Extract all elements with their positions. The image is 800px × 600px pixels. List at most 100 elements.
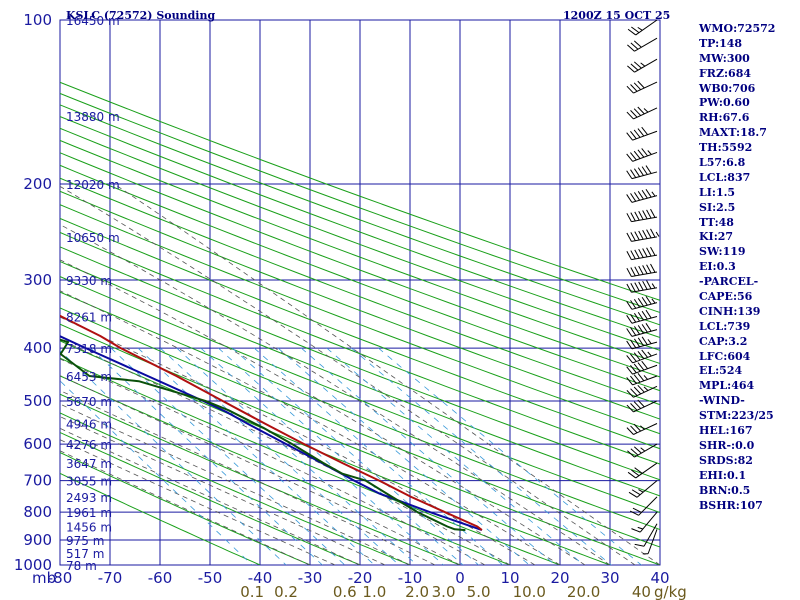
pressure-tick-label: 800 (23, 503, 52, 521)
index-item: LCL:837 (699, 170, 751, 184)
wind-barb (627, 443, 658, 458)
wind-barb (626, 280, 658, 293)
wind-barb-flag (638, 230, 644, 240)
wind-barb-flag (630, 327, 637, 336)
dry-adiabat (60, 104, 660, 326)
dry-adiabat (60, 231, 660, 465)
dry-adiabat (60, 81, 660, 301)
wind-barb-staff (633, 81, 658, 94)
mixing-ratio-label: 0.1 (240, 583, 264, 600)
temperature-tick-label: -10 (398, 569, 423, 587)
dry-adiabat (60, 276, 660, 514)
wind-barb-flag (630, 448, 639, 456)
height-label: 78 m (66, 559, 97, 573)
mixing-ratio-line (60, 350, 287, 565)
wind-barb-staff (634, 443, 658, 458)
wind-barb-flag (626, 340, 633, 350)
wind-barb (626, 360, 658, 375)
dewpoint-trace (60, 338, 466, 532)
wind-barb-flag (641, 336, 648, 345)
wind-barb-flag (638, 489, 644, 493)
wind-barb-flag (633, 108, 642, 116)
mixing-ratio-label: 40 (632, 583, 651, 600)
dry-adiabat (60, 260, 660, 497)
wind-barb (626, 263, 658, 278)
temperature-tick-label: -40 (248, 569, 273, 587)
wind-barb (634, 523, 658, 547)
wind-barb-flag (641, 148, 648, 157)
height-label: 517 m (66, 547, 104, 561)
pressure-tick-label: 500 (23, 392, 52, 410)
height-label: 3647 m (66, 457, 112, 471)
index-item: CINH:139 (699, 304, 761, 318)
dry-adiabat (60, 452, 311, 565)
wind-barb-staff (633, 107, 658, 120)
height-label: 975 m (66, 534, 104, 548)
wind-barb-flag (637, 325, 644, 334)
moist-adiabat (60, 224, 611, 565)
wind-barb-flag (630, 212, 636, 222)
wind-barb-flag (641, 296, 648, 306)
moist-adiabat (60, 450, 311, 565)
wind-barb-flag (633, 338, 641, 348)
wind-barb-staff (634, 58, 658, 73)
wind-barb-flag (626, 251, 632, 260)
wind-barb-flag (637, 106, 645, 115)
wind-barb (629, 496, 658, 516)
temperature-tick-label: -60 (148, 569, 173, 587)
wind-barb-flag (627, 65, 635, 73)
index-item: CAP:3.2 (699, 334, 748, 348)
temperature-tick-label: -80 (48, 569, 73, 587)
height-label: 1456 m (66, 521, 112, 535)
temperature-tick-label: -30 (298, 569, 323, 587)
wind-barb (626, 80, 658, 94)
wind-barb-flag (655, 231, 660, 237)
wind-barb-flag (637, 311, 644, 321)
wind-barb-flag (643, 375, 648, 380)
index-item: SI:2.5 (699, 200, 736, 214)
temperature-tick-label: -20 (348, 569, 373, 587)
parcel-trace (60, 335, 483, 532)
height-label: 3055 m (66, 475, 112, 489)
index-item: SW:119 (699, 245, 746, 259)
wind-barb-flag (633, 192, 641, 201)
wind-barb-flag (641, 126, 648, 135)
wind-barb (627, 462, 658, 479)
wind-barb-flag (637, 80, 645, 89)
moist-adiabat (60, 427, 361, 565)
wind-barb-flag (626, 213, 632, 222)
wind-barb-flag (628, 491, 638, 498)
wind-barb-staff (632, 364, 658, 375)
wind-barb-flag (630, 375, 637, 384)
moist-adiabat (60, 358, 486, 565)
wind-barb-flag (626, 427, 634, 435)
moist-adiabat (60, 375, 461, 565)
wind-barb-flag (650, 263, 656, 273)
wind-barb-flag (633, 386, 642, 395)
wind-barb-flag (633, 401, 642, 409)
wind-barb-flag (642, 280, 648, 290)
wind-barb-flag (626, 132, 633, 141)
pressure-tick-label: 700 (23, 472, 52, 490)
wind-barb-flag (645, 295, 652, 305)
temperature-tick-label: -70 (98, 569, 123, 587)
dry-adiabat (60, 177, 660, 406)
wind-barb-flag (626, 267, 632, 277)
index-item: EI:0.3 (699, 260, 736, 274)
wind-barb (626, 423, 658, 435)
moist-adiabat (60, 416, 386, 565)
wind-barb-flag (638, 265, 644, 275)
dry-adiabat (60, 92, 660, 313)
wind-barb-staff (633, 423, 658, 435)
wind-barb-flag (630, 42, 639, 50)
index-item: EHI:0.1 (699, 468, 747, 482)
dry-adiabat (60, 164, 660, 392)
mixing-ratio-line (60, 380, 253, 565)
wind-barb-flag (626, 390, 634, 398)
wind-barb-flag (634, 266, 640, 276)
mixing-ratio-label: 5.0 (467, 583, 491, 600)
mixing-ratio-line (277, 347, 530, 565)
index-item: WMO:72572 (699, 22, 776, 35)
mixing-ratio-line (326, 347, 584, 565)
wind-barb-flag (640, 425, 645, 430)
